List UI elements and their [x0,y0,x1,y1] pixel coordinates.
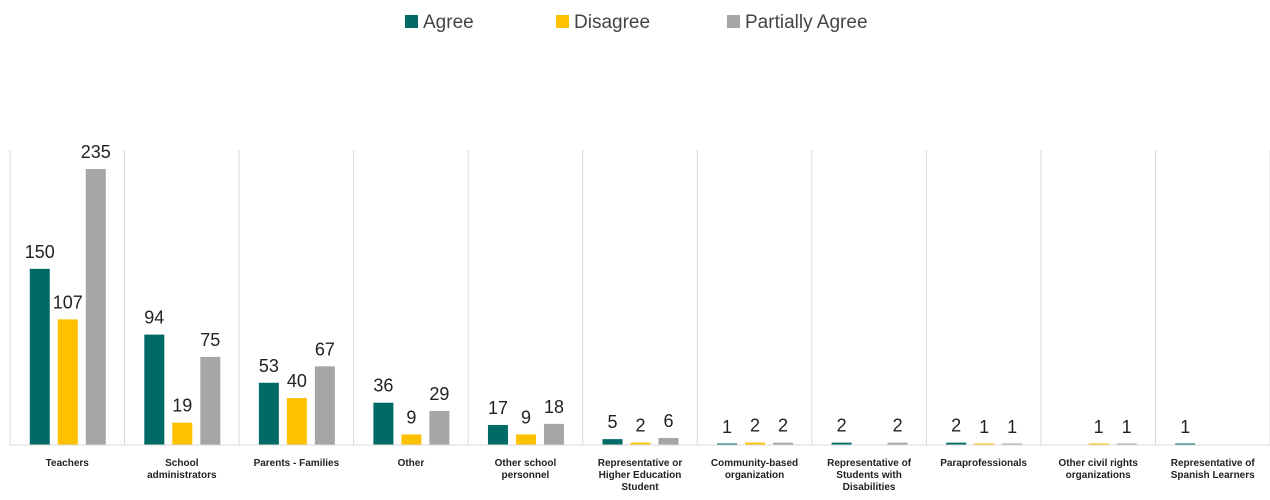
value-label-partially-agree-paraprofessionals: 1 [1007,417,1017,437]
category-label-representative-or-higher-education-student: Representative or Higher Education Student [598,458,683,493]
category-label-other-civil-rights-organizations: Other civil rights organizations [1058,458,1138,481]
bar-agree-other-school-personnel [488,425,508,445]
legend-swatch-disagree [556,15,569,28]
bar-disagree-teachers [58,319,78,445]
value-label-disagree-other-civil-rights-organizations: 1 [1094,417,1104,437]
category-label-school-administrators: School administrators [147,458,217,481]
legend-label-disagree: Disagree [574,12,650,33]
value-label-disagree-paraprofessionals: 1 [979,417,989,437]
value-label-disagree-other-school-personnel: 9 [521,407,531,427]
bar-partially-agree-other-school-personnel [544,424,564,445]
value-label-disagree-other: 9 [406,407,416,427]
category-label-representative-of-students-with-disabilities: Representative of Students with Disabiliti… [827,458,912,493]
legend-label-agree: Agree [423,12,474,33]
value-label-agree-school-administrators: 94 [144,308,164,328]
category-labels: Teachers School administrators Parents - Fa… [46,458,1256,493]
value-label-agree-representative-of-spanish-learners: 1 [1180,417,1190,437]
bar-agree-representative-or-higher-education-student [603,439,623,445]
category-label-paraprofessionals: Paraprofessionals [940,458,1027,469]
value-label-partially-agree-other: 29 [429,384,449,404]
bar-disagree-other-school-personnel [516,434,536,445]
value-label-partially-agree-school-administrators: 75 [200,330,220,350]
legend-swatch-agree [405,15,418,28]
legend: Agree Disagree Partially Agree [405,12,868,33]
legend-label-partially-agree: Partially Agree [745,12,868,33]
bar-agree-other [373,403,393,445]
bar-disagree-other [401,434,421,445]
bar-agree-parents-families [259,383,279,445]
value-label-disagree-parents-families: 40 [287,371,307,391]
bar-agree-teachers [30,269,50,445]
value-label-partially-agree-teachers: 235 [81,142,111,162]
value-label-partially-agree-community-based-organization: 2 [778,416,788,436]
category-separators [10,150,1270,445]
category-label-other-school-personnel: Other school personnel [495,458,557,481]
value-label-disagree-community-based-organization: 2 [750,416,760,436]
value-label-disagree-school-administrators: 19 [172,396,192,416]
bar-partially-agree-school-administrators [200,357,220,445]
value-label-partially-agree-other-civil-rights-organizations: 1 [1122,417,1132,437]
value-label-partially-agree-parents-families: 67 [315,339,335,359]
category-label-teachers: Teachers [46,458,90,469]
value-label-agree-parents-families: 53 [259,356,279,376]
category-label-other: Other [398,458,425,469]
category-label-representative-of-spanish-learners: Representative of Spanish Learners [1171,458,1256,481]
bar-disagree-parents-families [287,398,307,445]
bar-partially-agree-other [429,411,449,445]
category-label-parents-families: Parents - Families [254,458,340,469]
value-label-disagree-teachers: 107 [53,292,83,312]
bar-partially-agree-teachers [86,169,106,445]
bar-agree-school-administrators [144,335,164,445]
bar-partially-agree-representative-or-higher-education-student [659,438,679,445]
bar-disagree-school-administrators [172,423,192,445]
value-label-agree-other: 36 [373,376,393,396]
legend-swatch-partially-agree [727,15,740,28]
value-label-agree-community-based-organization: 1 [722,417,732,437]
value-label-partially-agree-representative-of-students-with-disabilities: 2 [893,416,903,436]
bar-partially-agree-parents-families [315,366,335,445]
bars [30,169,1195,445]
value-label-agree-representative-or-higher-education-student: 5 [607,412,617,432]
value-label-agree-paraprofessionals: 2 [951,416,961,436]
value-label-agree-other-school-personnel: 17 [488,398,508,418]
value-label-agree-teachers: 150 [25,242,55,262]
value-label-partially-agree-other-school-personnel: 18 [544,397,564,417]
category-label-community-based-organization: Community-based organization [711,458,798,481]
value-label-partially-agree-representative-or-higher-education-student: 6 [663,411,673,431]
value-label-agree-representative-of-students-with-disabilities: 2 [837,416,847,436]
value-label-disagree-representative-or-higher-education-student: 2 [635,416,645,436]
